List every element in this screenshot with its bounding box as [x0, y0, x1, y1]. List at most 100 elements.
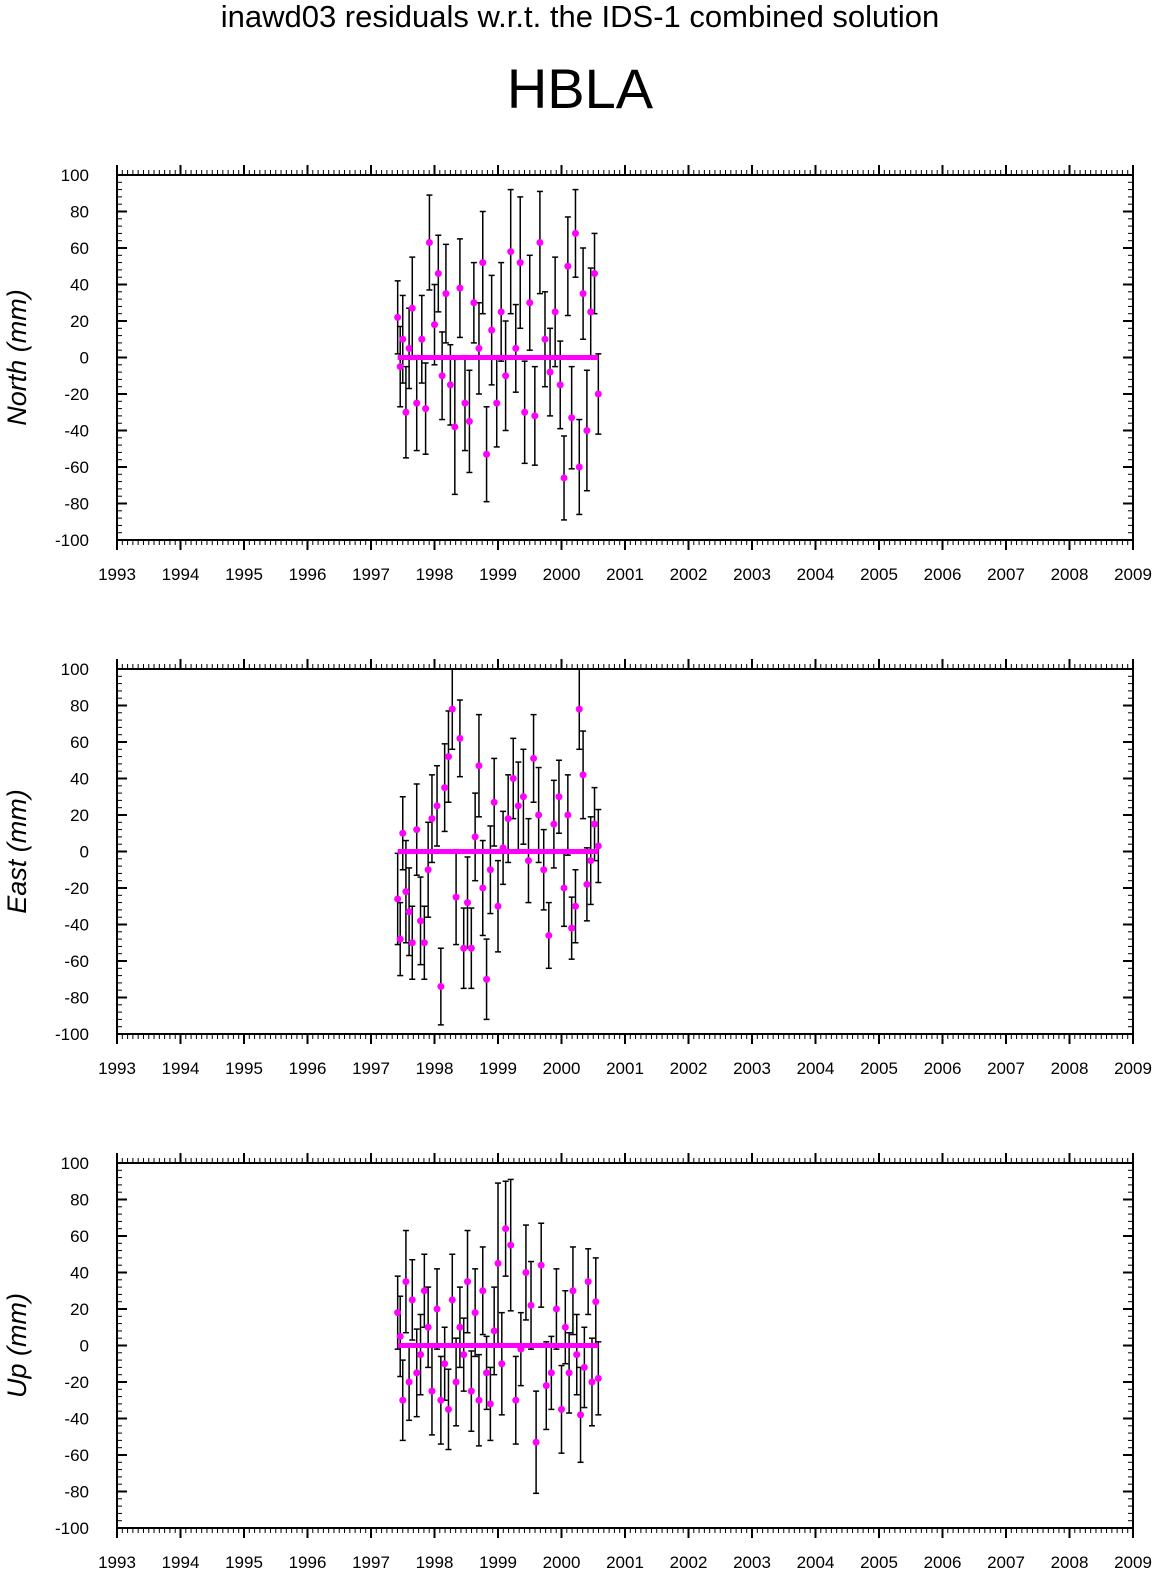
up-y-tick-label: 80: [70, 1191, 89, 1210]
up-data-point: [565, 1369, 573, 1377]
up-data-point: [498, 1360, 506, 1368]
east-y-tick-label: 60: [70, 733, 89, 752]
up-data-point: [522, 1269, 530, 1276]
east-x-tick-label: 2006: [924, 1059, 962, 1078]
east-data-point: [405, 908, 413, 916]
east-y-tick-label: 20: [70, 806, 89, 825]
north-data-point: [587, 308, 595, 316]
up-data-point: [558, 1405, 565, 1413]
north-panel: 1993 1994 1995 1996 1997 1998 1999 2000 2001 2002…: [2, 165, 1152, 584]
up-y-tick-label: 0: [80, 1337, 89, 1356]
north-data-point: [451, 423, 459, 431]
east-y-tick-label: 40: [70, 770, 89, 789]
up-data-point: [573, 1351, 581, 1359]
east-data-point: [441, 784, 449, 792]
east-y-tick-label: -60: [64, 952, 89, 971]
east-x-tick-label: 2007: [987, 1059, 1025, 1078]
up-data-point: [532, 1438, 540, 1446]
up-data-point: [580, 1363, 588, 1371]
north-x-tick-label: 2001: [606, 565, 644, 584]
up-data-point: [467, 1387, 475, 1395]
north-y-tick-label: -80: [64, 495, 89, 514]
east-data-point: [408, 939, 416, 947]
east-data-point: [583, 880, 591, 888]
north-y-tick-label: 60: [70, 239, 89, 258]
north-data-point: [591, 270, 599, 278]
north-data-point: [568, 414, 576, 422]
up-data-point: [592, 1298, 600, 1306]
east-data-point: [428, 815, 436, 823]
up-data-point: [402, 1278, 410, 1286]
north-data-point: [396, 363, 404, 371]
north-data-point: [470, 299, 478, 307]
up-x-tick-label: 1997: [352, 1553, 390, 1572]
up-y-tick-label: -80: [64, 1483, 89, 1502]
east-y-axis-label: East (mm): [2, 789, 32, 914]
up-y-tick-label: -60: [64, 1446, 89, 1465]
north-data-point: [571, 229, 579, 237]
east-data-point: [494, 902, 502, 910]
east-data-point: [490, 798, 498, 806]
up-data-point: [494, 1259, 502, 1267]
east-plot-frame: [116, 668, 1134, 1035]
north-data-point: [418, 335, 426, 343]
east-y-tick-label: 80: [70, 697, 89, 716]
north-x-tick-label: 2003: [733, 565, 771, 584]
up-x-tick-label: 2003: [733, 1553, 771, 1572]
north-data-point: [516, 259, 524, 267]
east-data-point: [402, 888, 410, 896]
east-data-point: [594, 842, 602, 850]
east-data-point: [530, 754, 538, 762]
up-x-tick-label: 1996: [289, 1553, 327, 1572]
east-y-tick-label: -100: [55, 1025, 89, 1044]
north-data-point: [446, 381, 454, 389]
north-plot-frame: [116, 174, 1134, 541]
north-x-tick-label: 2000: [543, 565, 581, 584]
north-y-tick-label: 100: [61, 166, 89, 185]
east-data-point: [499, 844, 507, 852]
north-y-tick-label: 0: [80, 349, 89, 368]
east-data-point: [467, 944, 475, 952]
east-y-tick-label: 0: [80, 843, 89, 862]
up-y-tick-label: 60: [70, 1227, 89, 1246]
up-data-point: [464, 1278, 472, 1286]
up-data-point: [547, 1369, 555, 1377]
north-data-point: [475, 344, 483, 352]
north-x-tick-label: 1998: [416, 565, 454, 584]
up-y-tick-label: 20: [70, 1300, 89, 1319]
north-data-point: [531, 412, 539, 420]
up-data-point: [437, 1396, 445, 1404]
north-y-tick-label: 20: [70, 312, 89, 331]
east-x-tick-label: 2008: [1051, 1059, 1089, 1078]
east-data-point: [399, 829, 407, 837]
up-y-tick-label: 40: [70, 1264, 89, 1283]
east-x-tick-label: 1999: [479, 1059, 517, 1078]
up-x-tick-label: 2006: [924, 1553, 962, 1572]
north-data-point: [434, 270, 442, 278]
east-panel: 1993 1994 1995 1996 1997 1998 1999 2000 2001 2002…: [2, 659, 1152, 1078]
up-data-point: [396, 1332, 404, 1340]
north-data-point: [488, 326, 496, 334]
north-x-tick-label: 2004: [797, 565, 835, 584]
up-x-tick-label: 1995: [225, 1553, 263, 1572]
north-data-point: [551, 308, 559, 316]
up-data-point: [577, 1411, 585, 1419]
north-x-tick-label: 2009: [1114, 565, 1152, 584]
north-data-point: [512, 344, 520, 352]
north-y-tick-label: -40: [64, 422, 89, 441]
north-data-point: [575, 463, 583, 471]
east-data-point: [587, 857, 595, 865]
east-data-point: [514, 802, 522, 810]
east-data-point: [394, 895, 402, 903]
up-data-point: [460, 1351, 468, 1359]
north-data-point: [579, 290, 587, 298]
up-y-tick-label: -20: [64, 1373, 89, 1392]
north-x-tick-label: 1995: [225, 565, 263, 584]
north-data-point: [456, 284, 464, 292]
up-data-point: [527, 1301, 535, 1309]
east-x-tick-label: 1994: [162, 1059, 200, 1078]
up-x-tick-label: 2005: [860, 1553, 898, 1572]
north-data-point: [479, 259, 487, 267]
north-data-point: [521, 408, 529, 416]
east-data-point: [591, 820, 599, 828]
